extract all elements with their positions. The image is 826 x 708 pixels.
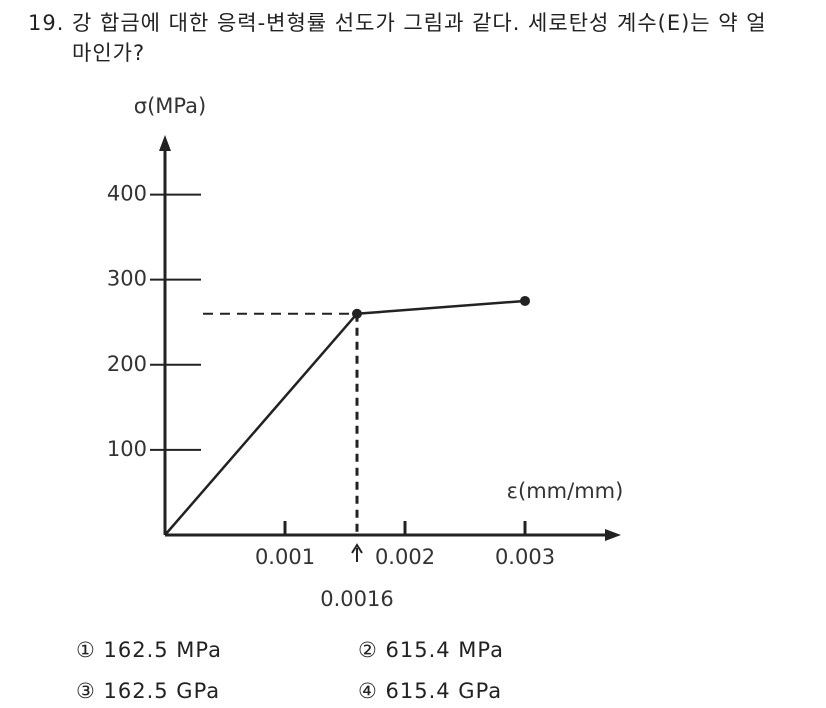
x-tick-label: 0.003 bbox=[495, 545, 555, 569]
x-axis-arrow bbox=[605, 529, 621, 541]
y-axis-label: σ(MPa) bbox=[134, 94, 206, 118]
point bbox=[352, 308, 362, 319]
option[interactable]: ① 162.5 MPa bbox=[76, 638, 223, 662]
y-tick-label: 300 bbox=[107, 267, 147, 291]
annotation-arrow bbox=[351, 543, 363, 562]
y-axis-arrow bbox=[159, 135, 171, 151]
option[interactable]: ④ 615.4 GPa bbox=[358, 679, 503, 703]
x-tick-label: 0.001 bbox=[255, 545, 315, 569]
option[interactable]: ② 615.4 MPa bbox=[358, 638, 505, 662]
y-tick-label: 400 bbox=[107, 182, 147, 206]
y-tick-label: 200 bbox=[107, 352, 147, 376]
question-text: 강 합금에 대한 응력-변형률 선도가 그림과 같다. 세로탄성 계수(E)는 … bbox=[72, 11, 767, 65]
x-axis-label: ε(mm/mm) bbox=[507, 479, 624, 503]
question-number: 19. bbox=[28, 11, 65, 35]
annotation: 0.0016 bbox=[320, 587, 393, 611]
y-tick-label: 100 bbox=[107, 437, 147, 461]
point bbox=[520, 295, 530, 306]
curve bbox=[164, 299, 526, 536]
option[interactable]: ③ 162.5 GPa bbox=[76, 679, 221, 703]
x-tick-label: 0.002 bbox=[375, 545, 435, 569]
question: 19. 강 합금에 대한 응력-변형률 선도가 그림과 같다. 세로탄성 계수(… bbox=[28, 8, 768, 68]
